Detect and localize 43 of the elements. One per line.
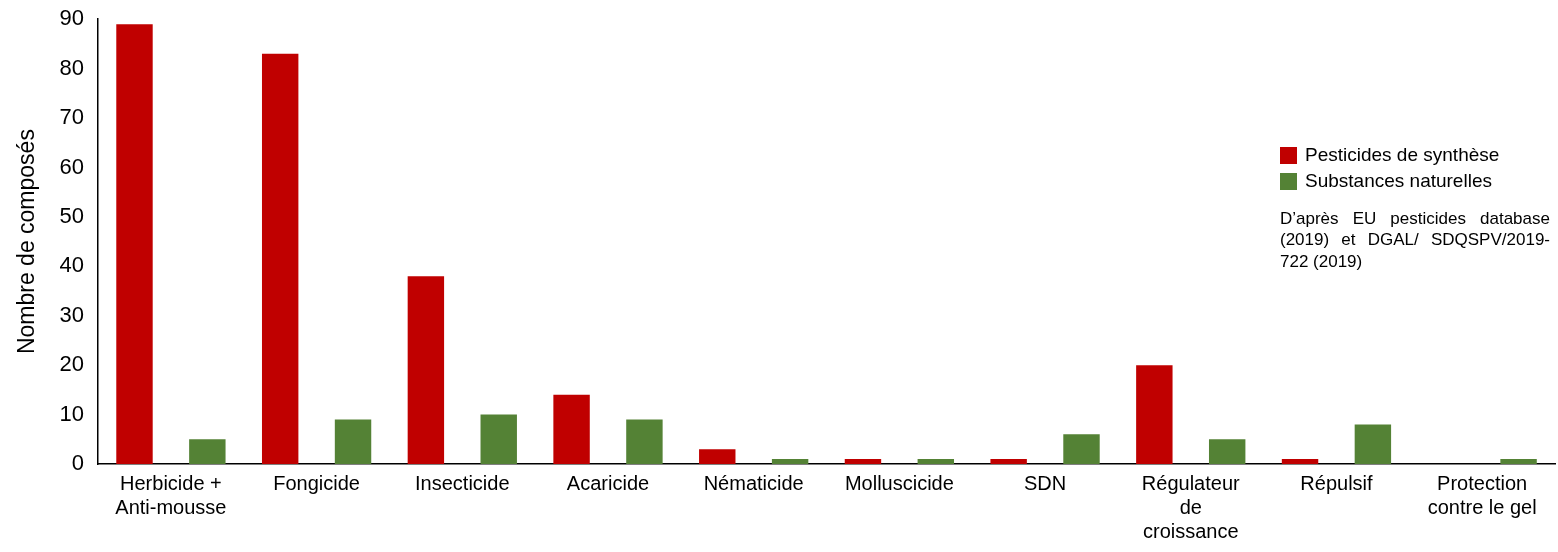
y-tick-label: 30 [59, 301, 85, 327]
bar [699, 449, 736, 464]
bar [1208, 439, 1246, 464]
y-tick-label: 90 [59, 5, 85, 31]
legend-label: Substances naturelles [1305, 170, 1492, 193]
y-tick-label: 70 [59, 104, 85, 130]
bar [917, 459, 955, 464]
bar [407, 276, 445, 464]
y-axis-title: Nombre de composés [13, 129, 40, 355]
bar [844, 459, 882, 464]
x-tick-label: Régulateur de croissance [1141, 471, 1241, 542]
legend-label: Pesticides de synthèse [1305, 144, 1500, 167]
bar [771, 459, 809, 464]
x-tick-label: Répulsif [1300, 471, 1374, 494]
y-tick-label: 80 [59, 54, 85, 80]
x-tick-label: Acaricide [566, 471, 650, 494]
y-tick-label: 60 [59, 153, 85, 179]
bar [1063, 434, 1100, 464]
bar [1354, 424, 1392, 464]
bar [189, 439, 226, 464]
y-tick-label: 40 [59, 252, 85, 278]
y-tick-label: 50 [59, 202, 85, 228]
bar [626, 419, 663, 464]
bar [990, 459, 1027, 464]
x-tick-label: Insecticide [415, 471, 510, 494]
x-tick-label: SDN [1023, 471, 1067, 494]
bar [1500, 459, 1537, 464]
bar [1136, 365, 1173, 464]
y-tick-label: 20 [59, 351, 85, 377]
x-tick-label: Nématicide [703, 471, 804, 494]
bar [1281, 459, 1319, 464]
bar [480, 414, 517, 464]
bar [334, 419, 372, 464]
bar [261, 53, 299, 464]
y-tick-label: 0 [71, 450, 85, 476]
y-tick-label: 10 [59, 400, 85, 426]
x-tick-label: Protection contre le gel [1427, 471, 1537, 518]
x-tick-label: Fongicide [273, 471, 360, 494]
x-tick-label: Molluscicide [844, 471, 954, 494]
bar [116, 24, 153, 464]
x-tick-label: Herbicide + Anti-mousse [115, 471, 227, 518]
bar [553, 394, 590, 464]
annotation: D’après EU pesticides database (2019) et DGAL/ SDQSPV/2019-722 (2019) [1280, 208, 1550, 272]
